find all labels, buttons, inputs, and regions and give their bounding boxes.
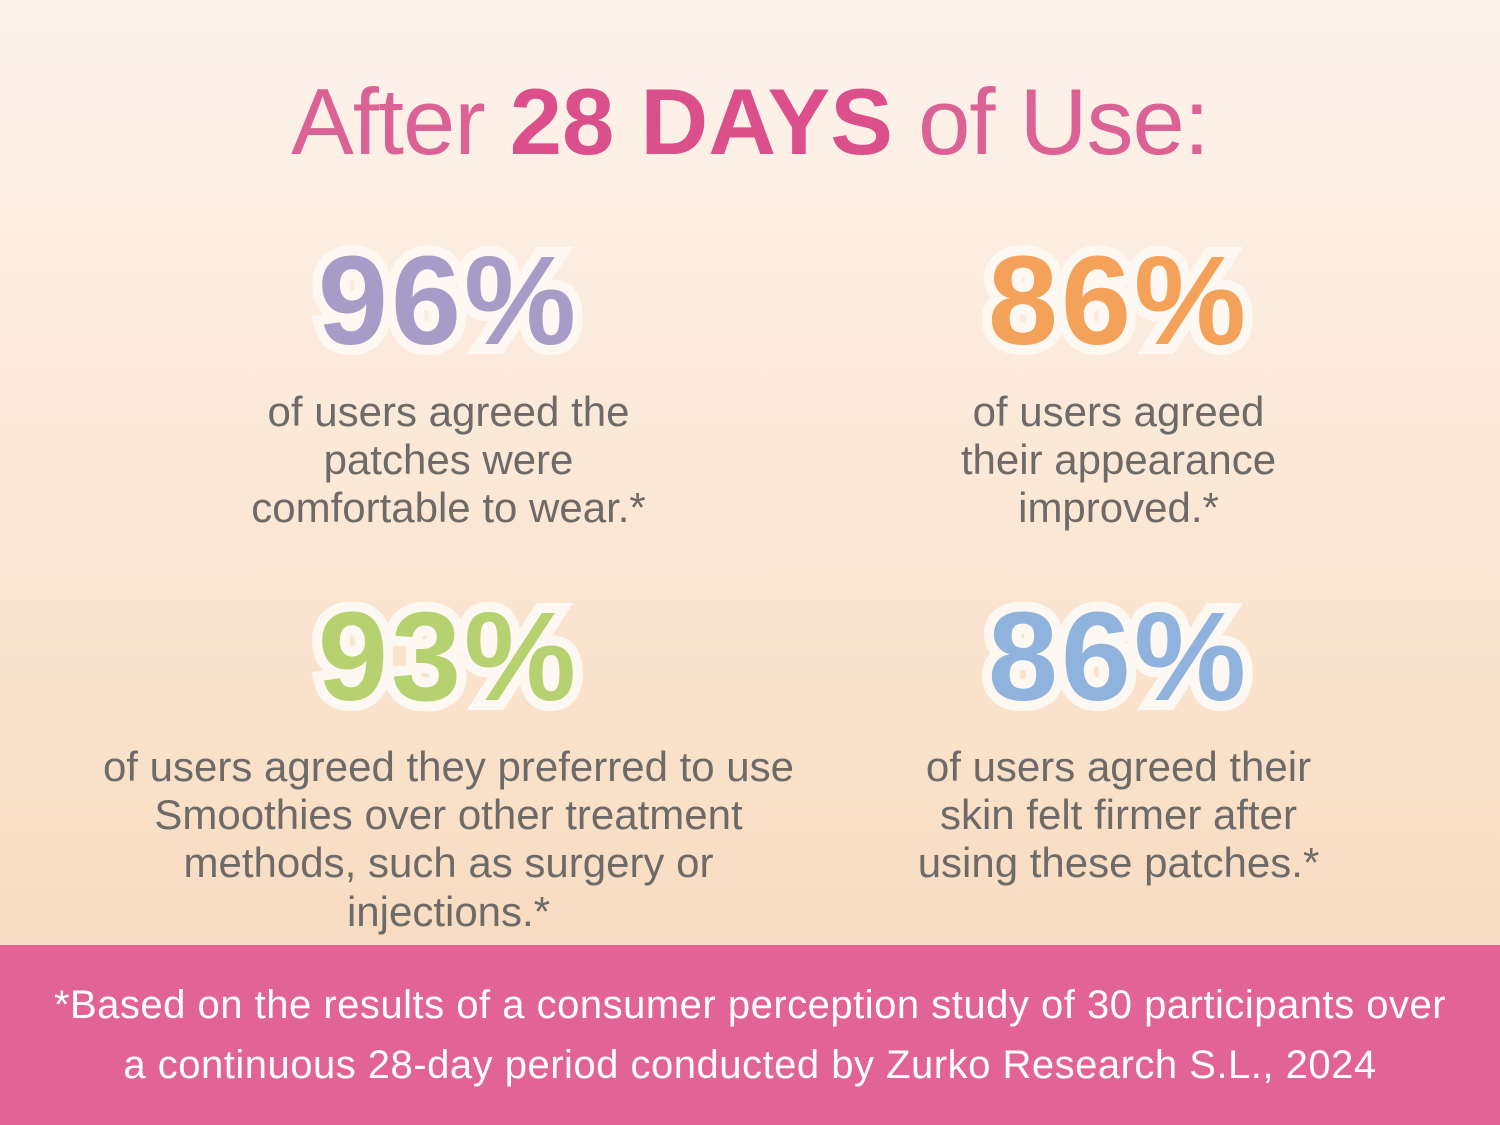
stat-card-firmness: 86% 86% of users agreed their skin felt … bbox=[817, 580, 1420, 936]
stat-description-firmness: of users agreed their skin felt firmer a… bbox=[918, 743, 1320, 888]
description-line: comfortable to wear.* bbox=[251, 484, 646, 532]
footnote-banner: *Based on the results of a consumer perc… bbox=[0, 945, 1500, 1125]
stat-percent-value: 86% bbox=[987, 230, 1250, 372]
description-line: of users agreed bbox=[972, 387, 1265, 435]
stat-description-appearance: of users agreed their appearance improve… bbox=[961, 388, 1276, 533]
stat-percent-firmness: 86% 86% bbox=[978, 580, 1256, 733]
description-line: skin felt firmer after bbox=[939, 791, 1298, 839]
stat-percent-outline: 86% bbox=[978, 225, 1256, 378]
title-suffix: of Use: bbox=[892, 69, 1210, 174]
stat-card-comfort: 96% 96% of users agreed the patches were… bbox=[80, 225, 817, 533]
description-line: of users agreed they preferred to use bbox=[102, 742, 795, 790]
stat-percent-appearance: 86% 86% bbox=[978, 225, 1256, 378]
description-line: using these patches.* bbox=[917, 839, 1320, 887]
description-line: patches were bbox=[323, 435, 574, 483]
footnote-line: *Based on the results of a consumer perc… bbox=[53, 983, 1447, 1027]
description-line: methods, such as surgery or injections.* bbox=[183, 839, 714, 935]
stat-percent-outline: 96% bbox=[308, 225, 586, 378]
stat-percent-outline: 86% bbox=[978, 580, 1256, 733]
title-prefix: After bbox=[291, 69, 510, 174]
stat-card-preference: 93% 93% of users agreed they preferred t… bbox=[80, 580, 817, 936]
stat-description-comfort: of users agreed the patches were comfort… bbox=[251, 388, 646, 533]
stat-percent-comfort: 96% 96% bbox=[308, 225, 586, 378]
description-line: Smoothies over other treatment bbox=[154, 791, 743, 839]
title-highlight: 28 DAYS bbox=[509, 69, 893, 174]
stat-percent-outline: 93% bbox=[308, 580, 586, 733]
stat-percent-value: 96% bbox=[317, 230, 580, 372]
footnote-line: a continuous 28-day period conducted by … bbox=[123, 1043, 1377, 1087]
stat-percent-value: 93% bbox=[317, 585, 580, 727]
page-title: After 28 DAYS of Use: bbox=[0, 70, 1500, 173]
description-line: of users agreed the bbox=[267, 387, 630, 435]
stat-percent-value: 86% bbox=[987, 585, 1250, 727]
stat-description-preference: of users agreed they preferred to use Sm… bbox=[80, 743, 817, 936]
stat-card-appearance: 86% 86% of users agreed their appearance… bbox=[817, 225, 1420, 533]
stat-percent-preference: 93% 93% bbox=[308, 580, 586, 733]
stats-grid: 96% 96% of users agreed the patches were… bbox=[80, 225, 1420, 936]
description-line: their appearance bbox=[960, 435, 1277, 483]
description-line: of users agreed their bbox=[925, 742, 1312, 790]
description-line: improved.* bbox=[1018, 484, 1219, 532]
